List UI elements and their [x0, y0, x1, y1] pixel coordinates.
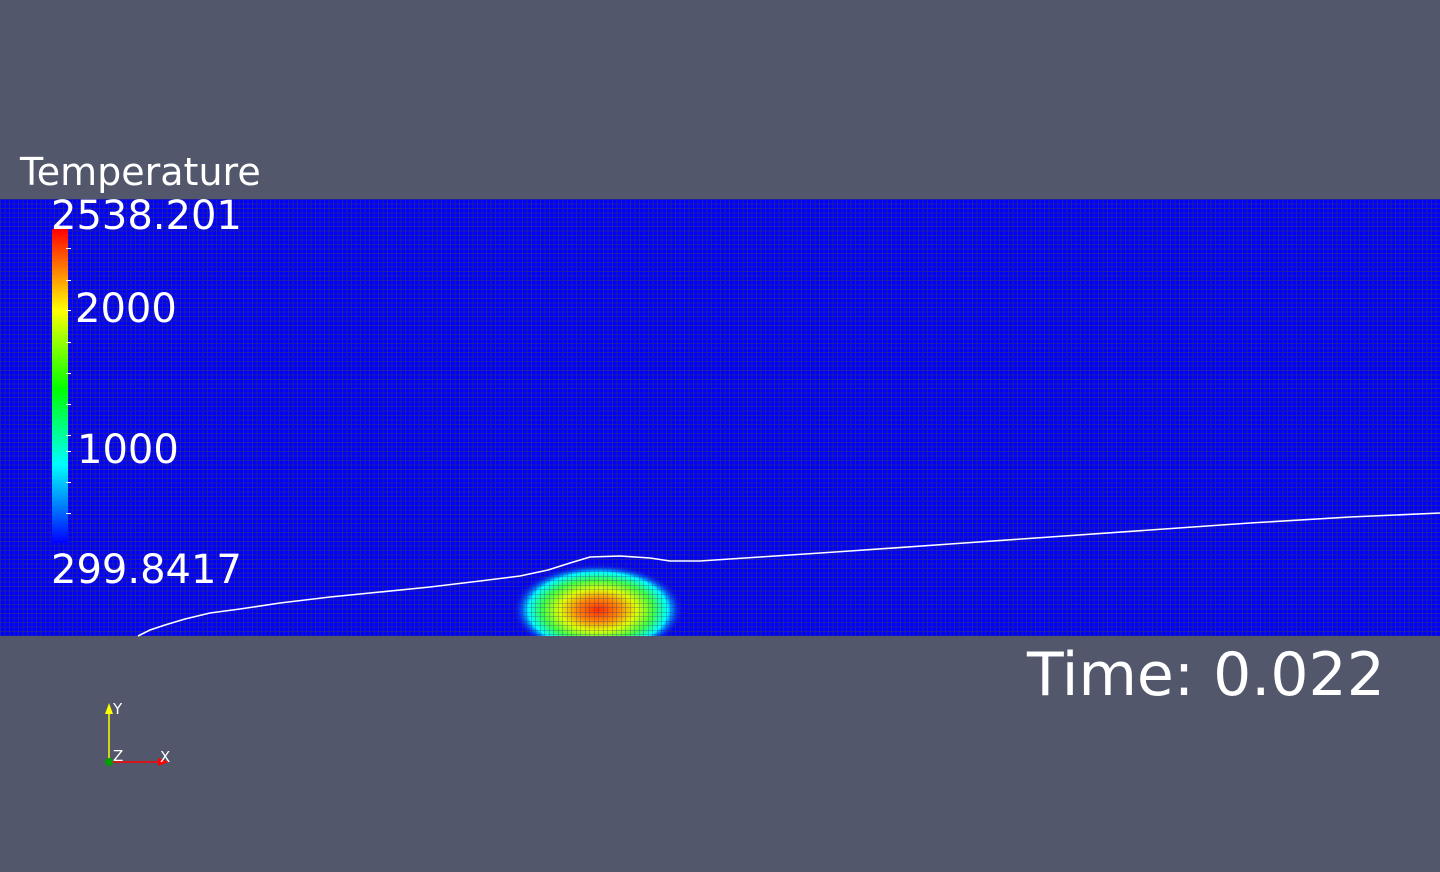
colorbar-tick	[66, 435, 71, 436]
legend-tick-label: 2000	[75, 286, 177, 332]
colorbar-tick	[66, 280, 71, 281]
z-axis-label: Z	[113, 747, 124, 765]
colorbar-tick	[66, 513, 71, 514]
colorbar-tick	[66, 373, 71, 374]
interface-line	[137, 512, 1440, 637]
legend-max-label: 2538.201	[51, 193, 242, 239]
colorbar-tick	[66, 342, 71, 343]
y-axis-label: Y	[113, 700, 123, 718]
colorbar-tick	[66, 310, 71, 311]
colorbar-tick	[66, 482, 71, 483]
colorbar-tick	[66, 404, 71, 405]
time-annotation: Time: 0.022	[1027, 640, 1385, 710]
legend-title: Temperature	[20, 150, 261, 194]
legend-tick-label: 1000	[77, 427, 179, 473]
colorbar	[52, 229, 68, 543]
colorbar-tick	[66, 248, 71, 249]
legend-min-label: 299.8417	[51, 547, 242, 593]
x-axis-label: X	[160, 748, 171, 766]
temperature-hotspot	[513, 564, 683, 636]
colorbar-tick	[66, 451, 71, 452]
x-axis-arrow-icon	[158, 758, 169, 766]
mesh-domain	[0, 199, 1440, 636]
orientation-axes	[105, 703, 169, 766]
y-axis-arrow-icon	[105, 703, 113, 714]
z-axis-origin-icon	[105, 758, 113, 766]
